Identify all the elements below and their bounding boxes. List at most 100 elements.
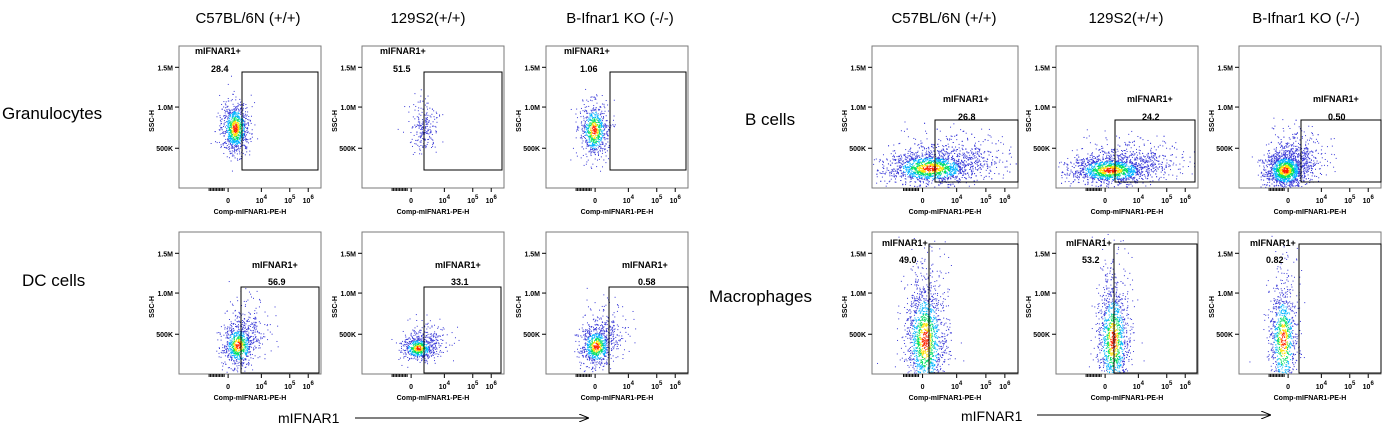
col-title-right-ko: B-Ifnar1 KO (-/-) [1252,10,1360,27]
gate-percent: 0.50 [1328,112,1346,122]
y-tick-label: 1.5M [1034,251,1050,258]
flow-panel: 500K 1.0M 1.5M SSC-H 0 104 105 106 Comp-mIFNAR1-… [516,45,689,216]
gate-label: mIFNAR1+ [435,260,481,270]
y-tick-label: 1.0M [850,291,866,298]
x-tick-label: 0 [1103,384,1107,391]
x-tick-label: 105 [1161,381,1173,391]
x-tick-exponent: 6 [677,381,681,387]
gate-percent: 0.82 [1266,255,1284,265]
row-label-b-cells: B cells [745,110,796,129]
y-tick-label: 1.0M [157,105,173,112]
x-tick-exponent: 4 [959,381,963,387]
y-axis-label: SSC-H [332,296,339,318]
x-tick-exponent: 5 [659,195,663,201]
x-tick-exponent: 6 [493,195,497,201]
x-tick-label: 106 [303,381,315,391]
row-label-granulocytes: Granulocytes [2,104,103,123]
panel-frame [361,231,505,375]
panel-frame [545,231,689,375]
flow-panel: 500K 1.0M 1.5M SSC-H 0 104 105 106 Comp-mIFNAR1-… [149,45,322,216]
x-axis-label: Comp-mIFNAR1-PE-H [397,209,470,216]
flow-panel: 500K 1.0M 1.5M SSC-H 0 104 105 106 Comp-mIFNAR1-… [332,231,505,402]
x-tick-label: 0 [1286,198,1290,205]
y-tick-label: 1.0M [524,291,540,298]
x-tick-exponent: 5 [988,195,992,201]
gate-rect [423,71,503,171]
y-tick-label: 1.5M [340,65,356,72]
x-tick-exponent: 6 [1007,381,1011,387]
x-tick-label: 104 [623,195,635,205]
x-tick-exponent: 6 [310,381,314,387]
x-tick-label: 104 [256,195,268,205]
y-tick-label: 1.0M [850,105,866,112]
flow-panel: 500K 1.0M 1.5M SSC-H 0 104 105 106 Comp-mIFNAR1-… [332,45,505,216]
gate-label: mIFNAR1+ [943,94,989,104]
y-tick-label: 1.0M [340,291,356,298]
x-axis-label: Comp-mIFNAR1-PE-H [1091,209,1164,216]
y-axis-label: SSC-H [842,296,849,318]
y-tick-label: 1.5M [157,65,173,72]
gate-label: mIFNAR1+ [195,46,241,56]
x-tick-exponent: 6 [1187,195,1191,201]
col-title-right-c57: C57BL/6N (+/+) [891,10,997,27]
x-tick-label: 105 [651,195,663,205]
x-tick-label: 106 [670,195,682,205]
flow-panel: 500K 1.0M 1.5M SSC-H 0 104 105 106 Comp-mIFNAR1-… [149,231,322,402]
gate-rect [609,71,687,171]
x-axis-label: Comp-mIFNAR1-PE-H [214,209,287,216]
x-axis-label: Comp-mIFNAR1-PE-H [214,395,287,402]
x-tick-label: 106 [999,195,1011,205]
x-axis-label: Comp-mIFNAR1-PE-H [581,395,654,402]
x-tick-label: 106 [1180,381,1192,391]
col-title-right-129s2: 129S2(+/+) [1088,10,1164,27]
panel-frame [871,45,1019,189]
event-cloud [1088,233,1145,374]
panel-frame [1055,45,1199,189]
event-cloud [1058,129,1196,188]
x-tick-label: 0 [593,198,597,205]
x-tick-label: 0 [921,384,925,391]
x-tick-label: 105 [980,195,992,205]
gate-label: mIFNAR1+ [1127,94,1173,104]
panel-frame [1238,231,1382,375]
flow-panel: 500K 1.0M 1.5M SSC-H 0 104 105 106 Comp-mIFNAR1-… [516,231,689,402]
x-tick-label: 105 [980,381,992,391]
flow-panel: 500K 1.0M 1.5M SSC-H 0 104 105 106 Comp-mIFNAR1-… [842,45,1019,216]
gate-label: mIFNAR1+ [622,260,668,270]
x-axis-label: Comp-mIFNAR1-PE-H [909,209,982,216]
x-tick-exponent: 5 [292,195,296,201]
y-axis-label: SSC-H [1026,296,1033,318]
x-tick-exponent: 5 [475,195,479,201]
event-cloud [1249,235,1306,374]
gate-percent: 1.06 [580,64,598,74]
y-axis-label: SSC-H [516,110,523,132]
y-tick-label: 1.5M [850,65,866,72]
x-tick-label: 106 [486,381,498,391]
x-tick-label: 104 [951,381,963,391]
x-tick-label: 105 [651,381,663,391]
y-tick-label: 1.5M [157,251,173,258]
x-tick-exponent: 4 [264,381,268,387]
x-axis-title-left: mIFNAR1 [278,410,340,426]
x-axis-title-right: mIFNAR1 [961,408,1023,424]
y-tick-label: 500K [849,146,866,153]
event-cloud [216,281,279,374]
x-tick-label: 106 [486,195,498,205]
event-cloud [397,89,444,155]
y-tick-label: 1.5M [1217,65,1233,72]
y-tick-label: 1.0M [340,105,356,112]
gate-rect [1300,119,1382,183]
gate-rect [241,71,319,171]
panel-frame [1238,45,1382,189]
x-tick-label: 0 [1286,384,1290,391]
x-tick-exponent: 5 [1169,195,1173,201]
gate-percent: 53.2 [1082,255,1100,265]
x-axis-label: Comp-mIFNAR1-PE-H [1274,209,1347,216]
x-tick-exponent: 4 [447,195,451,201]
x-tick-label: 0 [593,384,597,391]
y-axis-label: SSC-H [516,296,523,318]
x-tick-label: 105 [284,381,296,391]
x-tick-label: 104 [1133,195,1145,205]
col-title-left-c57: C57BL/6N (+/+) [195,10,301,27]
y-tick-label: 1.0M [1034,291,1050,298]
